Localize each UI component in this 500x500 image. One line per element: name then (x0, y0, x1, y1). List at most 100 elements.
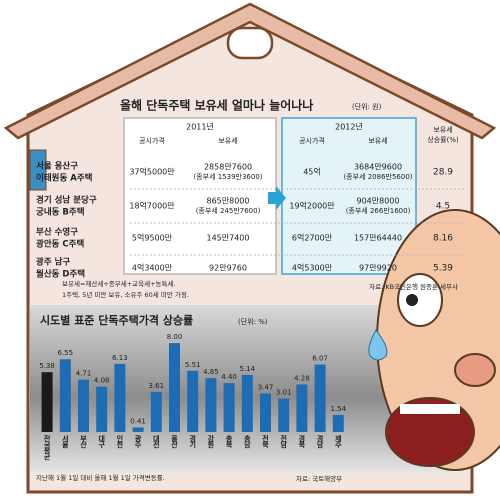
value-label: 6.13 (112, 354, 128, 362)
x-tick-label: 서울 (61, 434, 69, 449)
x-tick-label: 대구 (98, 434, 106, 449)
x-tick-label: 인천 (116, 434, 124, 449)
bar (260, 393, 271, 432)
row-label: 부산 수영구 (36, 227, 78, 238)
cell: (종부세 266만1600) (346, 206, 411, 215)
cell: 3684만9600 (354, 163, 402, 172)
x-tick-label: 제주 (334, 434, 342, 449)
row-label: 광안동 C주택 (36, 239, 84, 250)
bar (169, 343, 180, 432)
bar (296, 384, 308, 432)
value-label: 8.00 (167, 333, 183, 341)
subheader: 보유세 (218, 136, 237, 145)
attic-window (226, 26, 274, 60)
x-tick-label: 경남 (316, 434, 324, 449)
rate: 28.9 (433, 168, 453, 178)
value-label: 4.40 (221, 373, 237, 381)
chart-unit: (단위: %) (238, 317, 268, 326)
cell: 92만9760 (209, 264, 247, 273)
value-label: 4.08 (94, 377, 110, 385)
x-tick-label: 전남 (280, 434, 288, 449)
value-label: 4.85 (203, 368, 219, 376)
bar (96, 386, 108, 432)
cell: 4억5300만 (292, 263, 333, 273)
note: 1주택, 5년 미만 보유, 소유주 60세 미만 가정. (62, 290, 189, 299)
bar (59, 359, 71, 432)
roof (3, 2, 497, 140)
year-header: 2011년 (186, 122, 214, 132)
value-label: 5.51 (185, 361, 201, 369)
cell: 157만64440 (354, 234, 402, 243)
subheader: 보유세 (368, 136, 387, 145)
mouth (385, 397, 475, 467)
bar (187, 370, 199, 432)
x-tick-label: 광주 (134, 434, 142, 449)
bar (41, 372, 53, 432)
bar (332, 414, 344, 432)
bar (223, 383, 235, 432)
rate: 4.5 (436, 202, 450, 212)
cell: (종부세 1539만3600) (193, 172, 262, 181)
bar (314, 364, 326, 432)
cell: 6억2700만 (292, 233, 333, 243)
value-label: 4.71 (76, 370, 92, 378)
chart-title: 시도별 표준 단독주택가격 상승률 (40, 313, 193, 327)
row-label: 월산동 D주택 (36, 269, 85, 280)
cell: (종부세 2086만5600) (343, 172, 412, 181)
x-tick-label: 부산 (80, 434, 88, 449)
x-tick-label: 울산 (171, 434, 179, 449)
x-tick-label: 경북 (298, 434, 306, 449)
table-unit: (단위: 원) (352, 102, 382, 111)
bar (241, 374, 253, 432)
chart-note: 지난해 1월 1일 대비 올해 1월 1일 가격변동률. (36, 473, 165, 482)
x-tick-label: 전북 (262, 434, 270, 449)
x-tick-label: 전국평균 (43, 434, 51, 461)
rate: 5.39 (433, 264, 453, 274)
value-label: 3.61 (149, 382, 165, 390)
value-label: 0.41 (130, 417, 146, 425)
bar (278, 398, 290, 432)
row-label: 서울 용산구 (36, 161, 78, 172)
nose (454, 353, 496, 387)
row-label: 경기 성남 분당구 (36, 195, 97, 206)
tear (368, 329, 388, 361)
cell: 18억7000만 (129, 201, 175, 211)
rate: 8.16 (433, 234, 453, 244)
cell: (종부세 245만7600) (196, 206, 261, 215)
bar (114, 363, 126, 432)
table-title: 올해 단독주택 보유세 얼마나 늘어나나 (120, 98, 313, 113)
arrow (268, 186, 286, 210)
side-window (29, 149, 47, 191)
x-tick-label: 대전 (152, 434, 160, 449)
source: 자료: KB국민은행 원종훈 세무사 (369, 282, 458, 291)
face (368, 209, 500, 471)
eye (397, 273, 443, 327)
bar (132, 427, 144, 432)
year-header: 2012년 (335, 122, 363, 132)
bar (205, 378, 217, 432)
rate-header: 상승률(%) (427, 135, 459, 144)
teeth (400, 404, 460, 414)
bar (78, 379, 89, 432)
value-label: 6.07 (312, 355, 328, 363)
cell: 5억9500만 (132, 233, 173, 243)
value-label: 5.14 (240, 365, 256, 373)
value-label: 6.55 (58, 349, 74, 357)
cell: 45억 (303, 167, 321, 177)
x-tick-label: 충남 (243, 434, 251, 449)
cell: 2858만7600 (204, 163, 252, 172)
row-label: 이태원동 A주택 (36, 173, 93, 184)
row-label: 광주 남구 (36, 257, 70, 268)
x-tick-label: 강원 (207, 434, 215, 449)
subheader: 공시가격 (299, 136, 325, 145)
x-tick-label: 충북 (225, 434, 233, 449)
value-label: 5.38 (39, 362, 55, 370)
rate-header: 보유세 (433, 125, 452, 134)
bar (150, 391, 162, 432)
cell: 904만8000 (357, 197, 400, 206)
cell: 37억5000만 (129, 167, 175, 177)
cell: 97만9920 (359, 264, 397, 273)
chart-source: 자료: 국토해양부 (296, 474, 342, 483)
value-label: 3.47 (258, 383, 274, 391)
